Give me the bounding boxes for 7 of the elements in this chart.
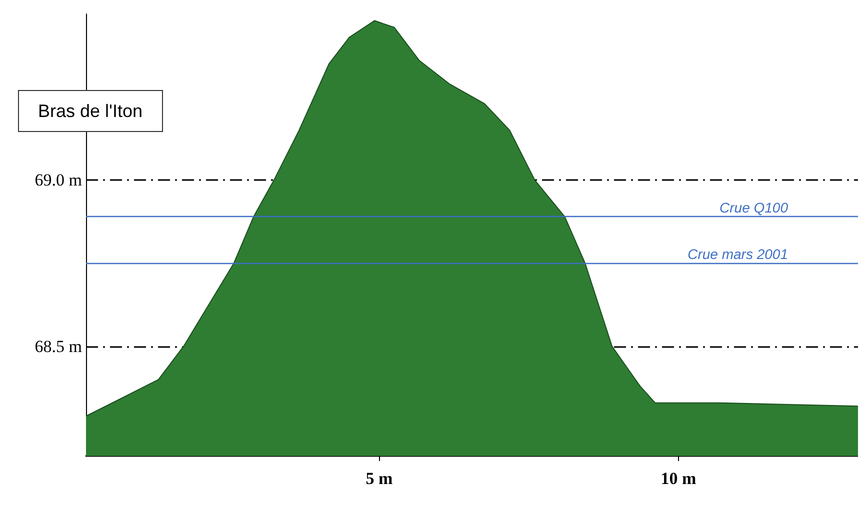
x-tick-label: 5 m bbox=[366, 469, 393, 488]
x-tick-label: 10 m bbox=[660, 469, 696, 488]
text: Bras de l'Iton bbox=[38, 101, 142, 121]
y-tick-label: 68.5 m bbox=[34, 336, 82, 356]
ref-line-label: Crue mars 2001 bbox=[688, 246, 788, 262]
ref-line-label: Crue Q100 bbox=[720, 200, 788, 216]
y-tick-label: 69.0 m bbox=[34, 170, 82, 190]
